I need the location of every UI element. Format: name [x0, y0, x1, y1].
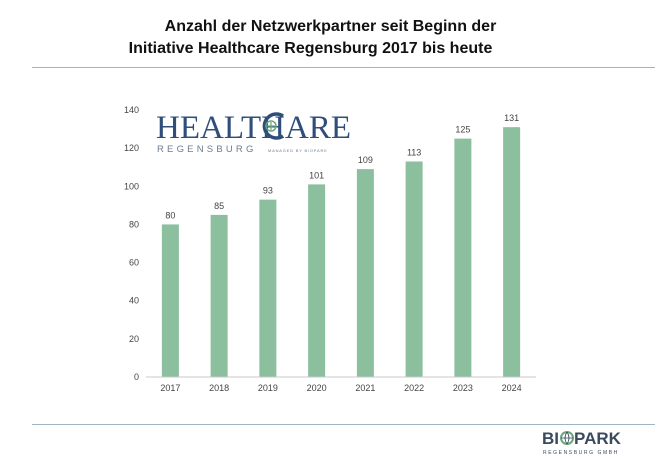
logo-name-part2: ARE — [285, 110, 351, 146]
y-tick-label: 80 — [129, 219, 139, 229]
data-label: 80 — [165, 210, 175, 220]
biopark-name-part1: BI — [542, 429, 559, 448]
x-tick-label: 2020 — [307, 383, 327, 393]
logo-managed-by: MANAGED BY BIOPARK — [268, 148, 328, 153]
y-tick-label: 100 — [124, 181, 139, 191]
x-axis: 2017 2018 2019 2020 2021 2022 2023 2024 — [146, 376, 536, 393]
biopark-name-part2: PARK — [574, 429, 622, 448]
bar-2021 — [356, 169, 374, 377]
data-label: 101 — [309, 170, 324, 180]
bar-2023 — [454, 138, 472, 377]
x-tick-label: 2017 — [160, 383, 180, 393]
x-tick-label: 2019 — [258, 383, 278, 393]
healthcare-logo: HEALTH ARE REGENSBURG MANAGED BY BIOPARK — [156, 110, 351, 155]
x-tick-label: 2024 — [502, 383, 522, 393]
x-tick-label: 2022 — [404, 383, 424, 393]
y-tick-label: 20 — [129, 334, 139, 344]
bar-2017 — [161, 224, 179, 377]
bars-group: 80 85 93 101 109 113 125 131 — [161, 113, 521, 378]
bar-2024 — [503, 127, 521, 378]
chart-title: Anzahl der Netzwerkpartner seit Beginn d… — [0, 16, 661, 60]
y-tick-label: 0 — [134, 372, 139, 382]
y-tick-label: 40 — [129, 296, 139, 306]
title-line-1: Anzahl der Netzwerkpartner seit Beginn d… — [164, 18, 497, 35]
data-label: 125 — [455, 125, 470, 135]
x-tick-label: 2018 — [209, 383, 229, 393]
x-tick-label: 2023 — [453, 383, 473, 393]
bar-2019 — [259, 199, 277, 377]
data-label: 131 — [504, 113, 519, 123]
y-tick-label: 120 — [124, 143, 139, 153]
y-tick-label: 60 — [129, 258, 139, 268]
data-label: 85 — [214, 201, 224, 211]
bar-2022 — [405, 161, 423, 377]
logo-c-icon — [262, 112, 284, 140]
data-label: 113 — [407, 147, 421, 157]
bottom-divider — [32, 424, 655, 425]
data-label: 109 — [358, 155, 373, 165]
y-axis: 0 20 40 60 80 100 120 140 — [124, 105, 139, 382]
logo-city: REGENSBURG — [157, 144, 257, 155]
biopark-subtitle: REGENSBURG GMBH — [543, 450, 619, 456]
top-divider — [32, 67, 655, 68]
x-tick-label: 2021 — [355, 383, 375, 393]
bar-2020 — [308, 184, 326, 377]
y-tick-label: 140 — [124, 105, 139, 115]
data-label: 93 — [263, 186, 273, 196]
bar-2018 — [210, 214, 228, 377]
title-line-2: Initiative Healthcare Regensburg 2017 bi… — [128, 40, 493, 57]
biopark-logo: BI PARK REGENSBURG GMBH — [542, 429, 622, 456]
biopark-globe-icon — [560, 431, 574, 445]
